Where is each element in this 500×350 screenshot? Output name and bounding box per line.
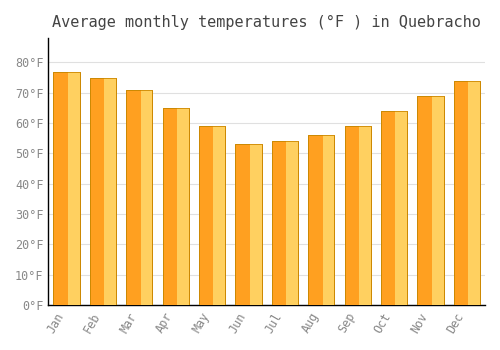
Bar [308, 135, 334, 305]
Bar [344, 126, 370, 305]
Bar [199, 126, 225, 305]
Bar [272, 141, 298, 305]
Bar [90, 78, 116, 305]
Bar [126, 90, 152, 305]
Bar [162, 108, 189, 305]
Bar [468, 80, 480, 305]
Bar [454, 80, 480, 305]
Bar [454, 80, 480, 305]
Bar [126, 90, 152, 305]
Bar [381, 111, 407, 305]
Bar [344, 126, 370, 305]
Bar [286, 141, 298, 305]
Bar [418, 96, 444, 305]
Bar [418, 96, 444, 305]
Bar [236, 144, 262, 305]
Bar [308, 135, 334, 305]
Bar [54, 71, 80, 305]
Bar [236, 144, 262, 305]
Bar [214, 126, 225, 305]
Bar [104, 78, 116, 305]
Bar [68, 71, 80, 305]
Title: Average monthly temperatures (°F ) in Quebracho: Average monthly temperatures (°F ) in Qu… [52, 15, 481, 30]
Bar [381, 111, 407, 305]
Bar [162, 108, 189, 305]
Bar [199, 126, 225, 305]
Bar [322, 135, 334, 305]
Bar [396, 111, 407, 305]
Bar [250, 144, 262, 305]
Bar [54, 71, 80, 305]
Bar [272, 141, 298, 305]
Bar [359, 126, 370, 305]
Bar [177, 108, 189, 305]
Bar [140, 90, 152, 305]
Bar [90, 78, 116, 305]
Bar [432, 96, 444, 305]
